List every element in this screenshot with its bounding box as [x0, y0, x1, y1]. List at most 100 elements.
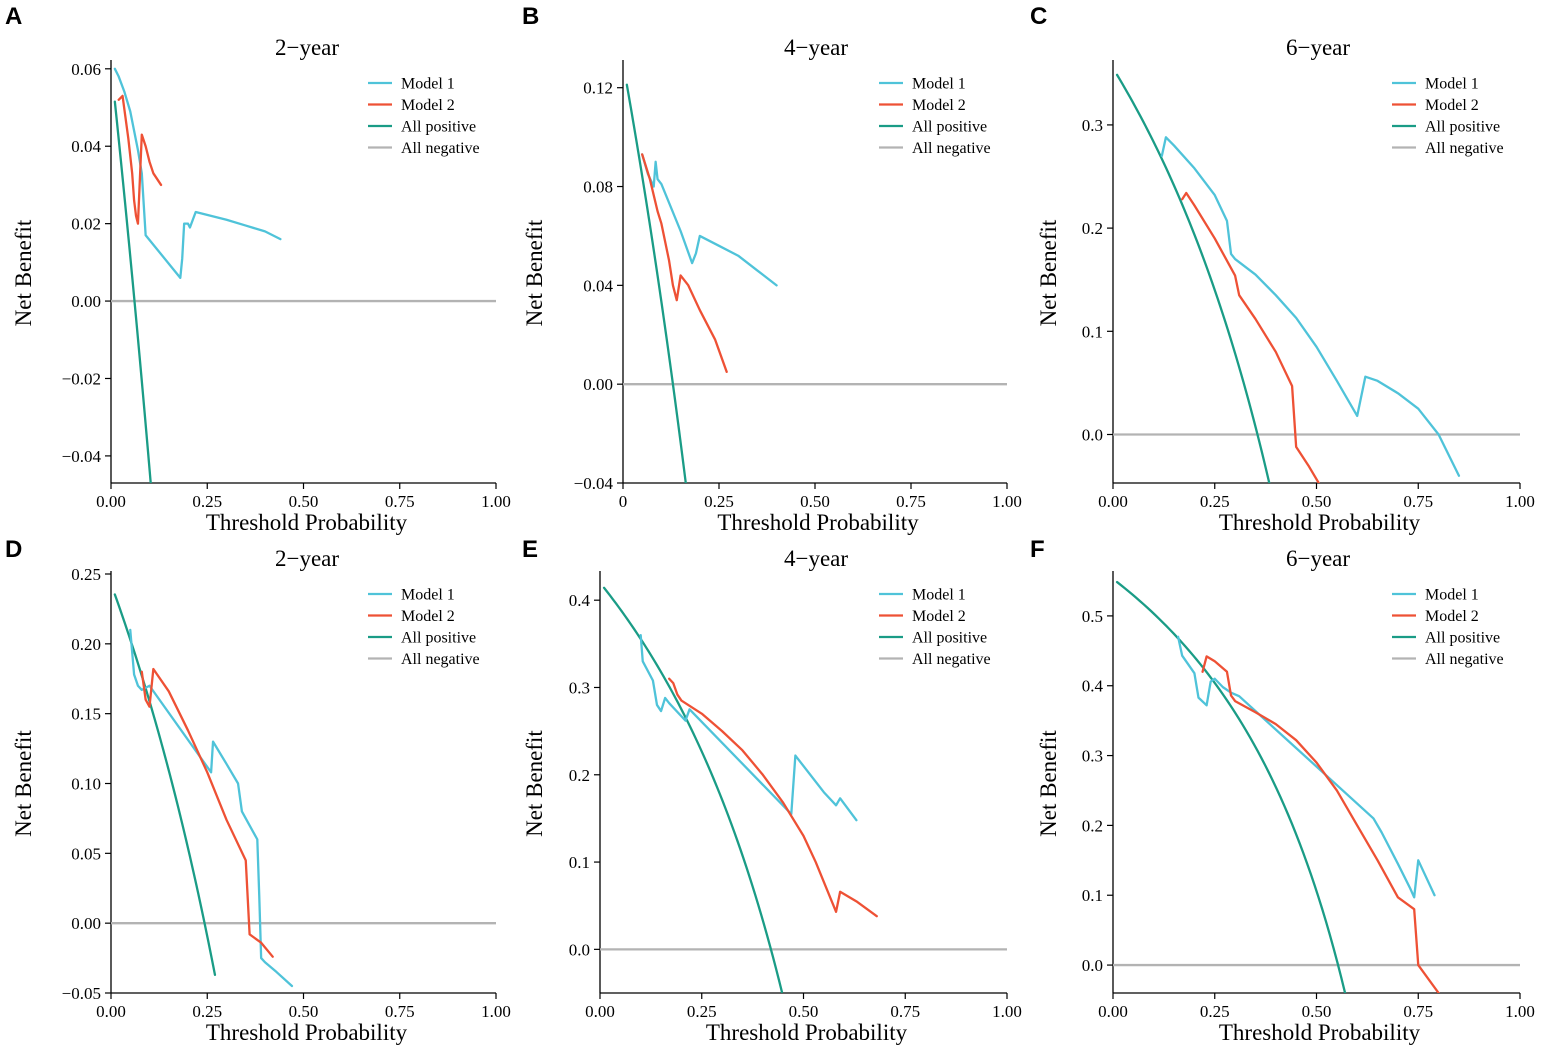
panel-f-x-tick-label: 0.50	[1302, 1002, 1332, 1021]
panel-e-x-tick-label: 0.00	[585, 1002, 615, 1021]
panel-d-y-tick-label: 0.00	[71, 914, 101, 933]
panel-b-model-2-line	[641, 153, 728, 373]
panel-e-legend: Model 1 Model 2 All positive All negative	[879, 587, 991, 668]
panel-f-y-tick-label: 0.5	[1082, 607, 1103, 626]
panel-a-model-2-line	[117, 94, 163, 225]
panel-c-y-tick-label: 0.3	[1082, 116, 1103, 135]
panel-a-x-axis-title: Threshold Probability	[206, 510, 408, 535]
panel-a-x-tick-label: 0.00	[96, 492, 126, 511]
panel-d-title: 2−year	[275, 546, 339, 571]
panel-d-legend: Model 1 Model 2 All positive All negative	[368, 587, 480, 668]
panel-d-x-tick-label: 1.00	[481, 1002, 511, 1021]
panel-a-all-positive-line	[113, 100, 152, 483]
panel-b-letter: B	[522, 3, 539, 30]
panel-e-legend-label-model-1: Model 1	[912, 587, 966, 604]
panel-e-legend-label-model-2: Model 2	[912, 608, 966, 625]
panel-e-x-tick-label: 1.00	[992, 1002, 1022, 1021]
panel-a-y-tick-label: −0.02	[62, 369, 101, 388]
panel-f-x-tick-label: 0.00	[1098, 1002, 1128, 1021]
panel-c-y-axis-title: Net Benefit	[1036, 219, 1061, 326]
panel-e-y-tick-label: 0.0	[569, 940, 590, 959]
panel-b-model-1-line	[641, 153, 778, 287]
panel-a-legend-label-model-2: Model 2	[401, 97, 455, 114]
panel-b-x-tick-label: 0.25	[704, 492, 734, 511]
panel-e-model-2-line	[668, 677, 878, 918]
panel-b-y-tick-label: 0.08	[583, 178, 613, 197]
panel-f-legend-label-all-negative: All negative	[1425, 651, 1504, 668]
panel-f-y-tick-label: 0.1	[1082, 886, 1103, 905]
panel-a-legend-label-all-negative: All negative	[401, 140, 480, 157]
panel-e: E 4−year 0.00 0.25 0.50 0.75 1.00 0.0 0.1 0.2 0.3 0…	[522, 536, 1022, 1045]
panel-d-y-tick-label: 0.25	[71, 565, 101, 584]
panel-f: F 6−year 0.00 0.25 0.50 0.75 1.00 0.0 0.1 0.2 0.3 0…	[1030, 536, 1535, 1045]
panel-d-model-1-line	[129, 628, 294, 988]
panel-d-y-axis-title: Net Benefit	[11, 730, 36, 837]
panel-c-x-tick-label: 1.00	[1505, 492, 1535, 511]
panel-f-y-axis-title: Net Benefit	[1036, 730, 1061, 837]
panel-b-title: 4−year	[784, 35, 848, 60]
panel-d-legend-label-model-2: Model 2	[401, 608, 455, 625]
panel-e-all-positive-line	[602, 586, 784, 993]
panel-d-letter: D	[5, 536, 22, 563]
panel-b-x-tick-label: 0.75	[896, 492, 926, 511]
panel-e-y-tick-label: 0.2	[569, 766, 590, 785]
panel-d-x-axis-title: Threshold Probability	[206, 1020, 408, 1045]
panel-a-y-tick-label: 0.04	[71, 137, 101, 156]
panel-f-x-tick-label: 0.75	[1403, 1002, 1433, 1021]
panel-b-legend-label-all-positive: All positive	[912, 119, 987, 136]
panel-c-y-tick-label: 0.2	[1082, 219, 1103, 238]
panel-a-model-1-line	[113, 67, 282, 279]
panel-e-legend-label-all-positive: All positive	[912, 630, 987, 647]
panel-c-letter: C	[1030, 3, 1047, 30]
panel-f-y-tick-label: 0.2	[1082, 816, 1103, 835]
panel-b-x-tick-label: 1.00	[992, 492, 1022, 511]
panel-f-letter: F	[1030, 536, 1045, 563]
panel-d-x-tick-label: 0.00	[96, 1002, 126, 1021]
panel-f-x-axis-title: Threshold Probability	[1219, 1020, 1421, 1045]
panel-c-legend-label-all-positive: All positive	[1425, 119, 1500, 136]
panel-f-legend-label-model-1: Model 1	[1425, 587, 1479, 604]
panel-f-model-2-line	[1201, 655, 1440, 993]
panel-a-x-tick-label: 0.50	[289, 492, 319, 511]
panel-b-x-tick-label: 0.50	[800, 492, 830, 511]
panel-a-x-tick-label: 0.75	[385, 492, 415, 511]
panel-c-legend-label-all-negative: All negative	[1425, 140, 1504, 157]
panel-a-legend-label-all-positive: All positive	[401, 119, 476, 136]
panel-b-y-tick-label: −0.04	[574, 474, 614, 493]
panel-d-legend-label-model-1: Model 1	[401, 587, 455, 604]
panel-a-legend-label-model-1: Model 1	[401, 76, 455, 93]
panel-f-y-tick-label: 0.4	[1082, 677, 1104, 696]
panel-a-y-tick-label: 0.02	[71, 215, 101, 234]
panel-a-y-tick-label: 0.00	[71, 292, 101, 311]
panel-d-y-tick-label: 0.20	[71, 635, 101, 654]
panel-d-legend-label-all-positive: All positive	[401, 630, 476, 647]
panel-d-x-tick-label: 0.75	[385, 1002, 415, 1021]
panel-c-x-tick-label: 0.25	[1200, 492, 1230, 511]
panel-d-y-tick-label: 0.15	[71, 705, 101, 724]
panel-c-legend-label-model-2: Model 2	[1425, 97, 1479, 114]
panel-b: B 4−year 0 0.25 0.50 0.75 1.00 −0.04 0.00 0.04 0.0…	[522, 3, 1022, 535]
panel-a: A 2−year 0.00 0.25 0.50 0.75 1.00 −0.04 −0.02 0.0…	[5, 3, 511, 535]
panel-b-legend-label-model-2: Model 2	[912, 97, 966, 114]
panel-e-letter: E	[522, 536, 538, 563]
panel-c-model-1-line	[1160, 136, 1461, 477]
panel-a-y-tick-label: −0.04	[62, 447, 102, 466]
panel-b-legend-label-model-1: Model 1	[912, 76, 966, 93]
panel-d-all-positive-line	[113, 593, 217, 976]
panel-c-x-axis-title: Threshold Probability	[1219, 510, 1421, 535]
panel-e-title: 4−year	[784, 546, 848, 571]
panel-a-legend: Model 1 Model 2 All positive All negative	[368, 76, 480, 157]
panel-b-x-tick-label: 0	[619, 492, 628, 511]
panel-c-legend-label-model-1: Model 1	[1425, 76, 1479, 93]
panel-a-x-tick-label: 1.00	[481, 492, 511, 511]
panel-a-y-tick-label: 0.06	[71, 60, 101, 79]
panel-e-y-tick-label: 0.4	[569, 591, 591, 610]
panel-e-y-tick-label: 0.3	[569, 678, 590, 697]
panel-c: C 6−year 0.00 0.25 0.50 0.75 1.00 0.0 0.1 0.2 0.3 T…	[1030, 3, 1535, 535]
panel-c-all-positive-line	[1115, 73, 1271, 483]
panel-e-model-1-line	[639, 633, 858, 822]
panel-a-y-axis-title: Net Benefit	[11, 219, 36, 326]
panel-c-y-tick-label: 0.0	[1082, 425, 1103, 444]
panel-e-y-tick-label: 0.1	[569, 853, 590, 872]
panel-f-legend: Model 1 Model 2 All positive All negative	[1392, 587, 1504, 668]
